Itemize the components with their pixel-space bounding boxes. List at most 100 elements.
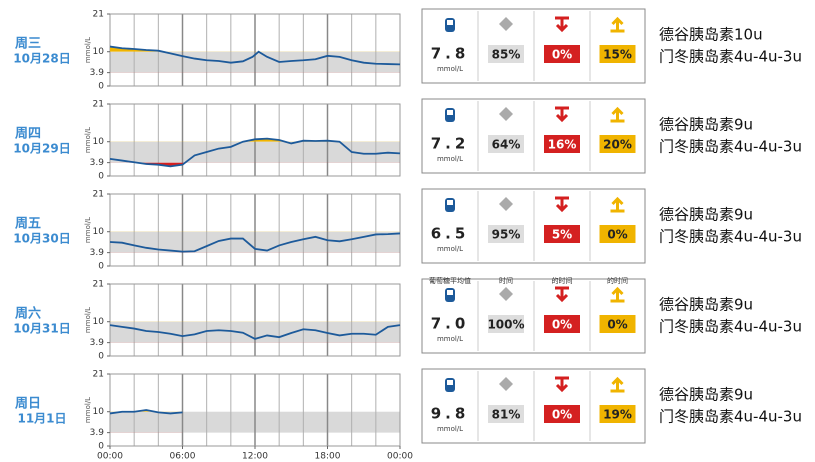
target-icon	[499, 287, 513, 301]
pct-in_range: 85%	[492, 48, 521, 62]
target-icon	[499, 197, 513, 211]
low-icon	[555, 196, 569, 213]
glucose-line	[109, 324, 401, 340]
badge-low	[544, 45, 580, 63]
target-icon	[499, 377, 513, 391]
weekday: 周四	[15, 127, 41, 142]
avg-unit: mmol/L	[437, 245, 463, 253]
y-tick-label: 21	[93, 100, 104, 110]
target-icon	[499, 17, 513, 31]
y-label: mmol/L	[84, 37, 92, 63]
y-tick-label: 3.9	[90, 248, 105, 258]
pct-in_range: 64%	[492, 138, 521, 152]
glucose-line	[109, 45, 401, 66]
stats-header: 时间	[499, 276, 513, 285]
stats-header: 葡萄糖平均值	[429, 276, 471, 285]
meter-screen	[447, 380, 453, 385]
insulin-line: 门冬胰岛素4u-4u-3u	[659, 138, 802, 156]
date: 11月1日	[17, 412, 66, 426]
insulin-line: 德谷胰岛素9u	[659, 116, 753, 134]
plot-frame	[109, 283, 401, 357]
badge-high	[599, 315, 636, 333]
pct-in_range: 100%	[487, 318, 524, 332]
target-icon	[499, 107, 513, 121]
y-tick-label: 0	[98, 352, 104, 362]
y-tick-label: 10	[93, 407, 105, 417]
x-tick-label: 12:00	[242, 452, 268, 462]
y-tick-label: 3.9	[90, 158, 105, 168]
y-label: mmol/L	[84, 307, 92, 333]
x-tick-label: 06:00	[170, 452, 196, 462]
y-tick-label: 3.9	[90, 68, 105, 78]
stats-header: 的时间	[552, 276, 573, 285]
plot-frame	[109, 193, 401, 267]
avg-value: 7.2	[431, 135, 470, 153]
insulin-line: 德谷胰岛素9u	[659, 296, 753, 314]
x-tick-label: 00:00	[387, 452, 413, 462]
y-label: mmol/L	[84, 217, 92, 243]
badge-in_range	[488, 315, 524, 333]
badge-high	[599, 135, 636, 153]
pct-in_range: 81%	[492, 408, 521, 422]
low-icon	[555, 16, 569, 33]
avg-value: 6.5	[431, 225, 470, 243]
pct-low: 5%	[552, 228, 572, 242]
y-tick-label: 10	[93, 47, 105, 57]
insulin-line: 门冬胰岛素4u-4u-3u	[659, 48, 802, 66]
pct-low: 0%	[552, 408, 572, 422]
y-tick-label: 10	[93, 227, 105, 237]
glucose-line	[109, 409, 183, 415]
high-icon	[610, 106, 625, 123]
date: 10月31日	[13, 322, 70, 336]
y-tick-label: 0	[98, 442, 104, 452]
glucose-line	[109, 232, 401, 253]
avg-value: 9.8	[431, 405, 470, 423]
y-tick-label: 21	[93, 10, 104, 20]
glucose-line	[109, 137, 401, 168]
pct-high: 15%	[603, 48, 632, 62]
badge-low	[544, 315, 580, 333]
low-area	[110, 72, 400, 73]
pct-high: 0%	[607, 228, 627, 242]
avg-value: 7.0	[431, 315, 470, 333]
x-tick-label: 18:00	[315, 452, 341, 462]
avg-value: 7.8	[431, 45, 470, 63]
pct-in_range: 95%	[492, 228, 521, 242]
high-icon	[610, 16, 625, 33]
date: 10月28日	[13, 52, 70, 66]
badge-high	[599, 405, 636, 423]
y-label: mmol/L	[84, 127, 92, 153]
high-icon	[610, 196, 625, 213]
weekday: 周六	[15, 306, 41, 322]
insulin-line: 德谷胰岛素10u	[659, 26, 763, 44]
pct-low: 0%	[552, 318, 572, 332]
x-tick-label: 00:00	[97, 452, 123, 462]
badge-low	[544, 135, 580, 153]
badge-low	[544, 225, 580, 243]
pct-low: 16%	[548, 138, 577, 152]
y-tick-label: 21	[93, 190, 104, 200]
avg-unit: mmol/L	[437, 155, 463, 163]
pct-high: 0%	[607, 318, 627, 332]
pct-high: 20%	[603, 138, 632, 152]
avg-unit: mmol/L	[437, 335, 463, 343]
badge-in_range	[488, 45, 524, 63]
high-icon	[610, 376, 625, 393]
insulin-line: 门冬胰岛素4u-4u-3u	[659, 228, 802, 246]
avg-unit: mmol/L	[437, 425, 463, 433]
insulin-line: 门冬胰岛素4u-4u-3u	[659, 408, 802, 426]
weekday: 周日	[15, 397, 41, 412]
y-tick-label: 0	[98, 262, 104, 272]
low-icon	[555, 286, 569, 303]
meter-screen	[447, 20, 453, 25]
insulin-line: 德谷胰岛素9u	[659, 386, 753, 404]
badge-low	[544, 405, 580, 423]
y-tick-label: 21	[93, 370, 104, 380]
y-tick-label: 0	[98, 82, 104, 92]
y-tick-label: 10	[93, 317, 105, 327]
y-tick-label: 10	[93, 137, 105, 147]
badge-high	[599, 45, 636, 63]
y-tick-label: 0	[98, 172, 104, 182]
insulin-line: 门冬胰岛素4u-4u-3u	[659, 318, 802, 336]
